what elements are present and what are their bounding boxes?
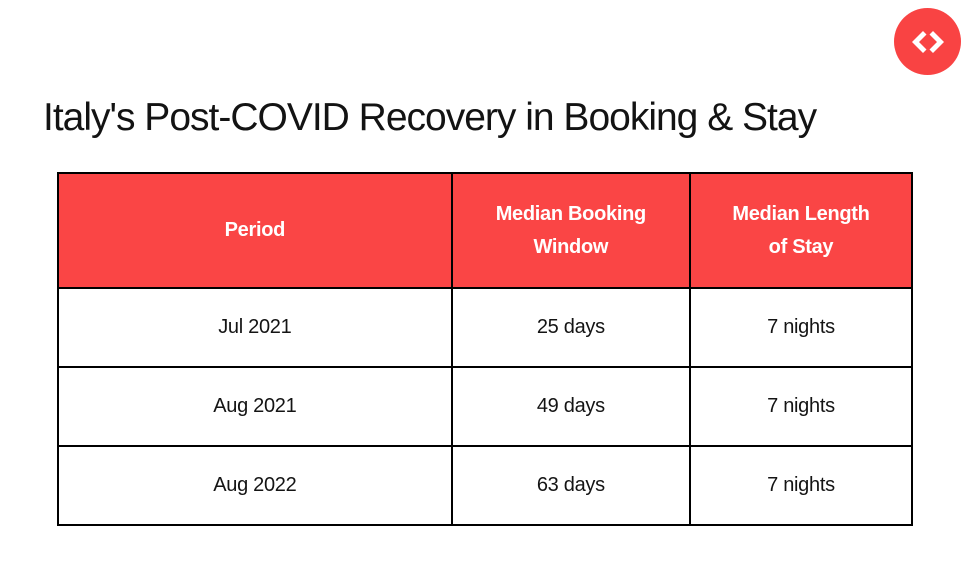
code-brackets-icon <box>909 29 947 55</box>
cell-length-of-stay: 7 nights <box>688 287 914 368</box>
cell-booking-window: 49 days <box>450 366 691 447</box>
page-title: Italy's Post-COVID Recovery in Booking &… <box>43 96 817 139</box>
brand-logo <box>894 8 961 75</box>
table-row: Aug 2022 63 days 7 nights <box>57 445 914 526</box>
table-header: Period Median Booking Window Median Leng… <box>57 172 914 289</box>
table-row: Aug 2021 49 days 7 nights <box>57 366 914 447</box>
column-header-median-booking-window: Median Booking Window <box>450 172 691 289</box>
column-header-period: Period <box>57 172 453 289</box>
column-header-median-length-of-stay: Median Length of Stay <box>688 172 914 289</box>
table-header-row: Period Median Booking Window Median Leng… <box>57 172 914 289</box>
table-row: Jul 2021 25 days 7 nights <box>57 287 914 368</box>
cell-length-of-stay: 7 nights <box>688 366 914 447</box>
booking-stay-table: Period Median Booking Window Median Leng… <box>57 172 914 526</box>
cell-period: Jul 2021 <box>57 287 453 368</box>
table-body: Jul 2021 25 days 7 nights Aug 2021 49 da… <box>57 287 914 526</box>
cell-period: Aug 2021 <box>57 366 453 447</box>
cell-booking-window: 63 days <box>450 445 691 526</box>
cell-period: Aug 2022 <box>57 445 453 526</box>
cell-length-of-stay: 7 nights <box>688 445 914 526</box>
cell-booking-window: 25 days <box>450 287 691 368</box>
